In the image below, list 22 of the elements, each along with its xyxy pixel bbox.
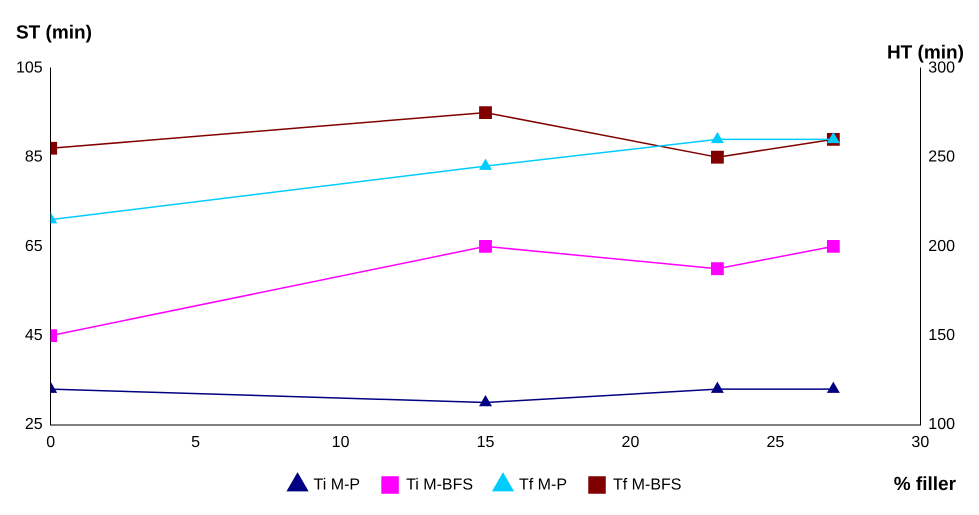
y-tick-label: 25 (24, 416, 43, 434)
legend-label: Tf M-P (519, 476, 568, 494)
y-tick-label: 85 (24, 148, 43, 166)
y-tick-label: 65 (24, 238, 43, 255)
y-tick-label: 45 (24, 327, 43, 344)
x-tick-label: 10 (332, 434, 350, 451)
x-tick-label: 0 (46, 434, 56, 451)
y2-tick-label: 250 (928, 148, 956, 166)
y2-tick-label: 100 (928, 416, 956, 434)
x-tick-label: 15 (476, 434, 494, 451)
legend-label: Ti M-BFS (406, 476, 474, 494)
x-axis-title: % filler (894, 474, 957, 496)
y-tick-label: 105 (16, 59, 43, 76)
x-tick-label: 20 (622, 434, 640, 451)
x-tick-label: 25 (766, 434, 784, 451)
x-tick-label: 30 (911, 434, 930, 451)
y-axis-title: ST (min) (16, 22, 92, 44)
legend-label: Tf M-BFS (613, 476, 682, 494)
y2-tick-label: 150 (928, 327, 956, 344)
x-tick-label: 5 (191, 434, 200, 451)
legend-label: Ti M-P (314, 476, 360, 494)
y2-tick-label: 200 (928, 238, 956, 255)
